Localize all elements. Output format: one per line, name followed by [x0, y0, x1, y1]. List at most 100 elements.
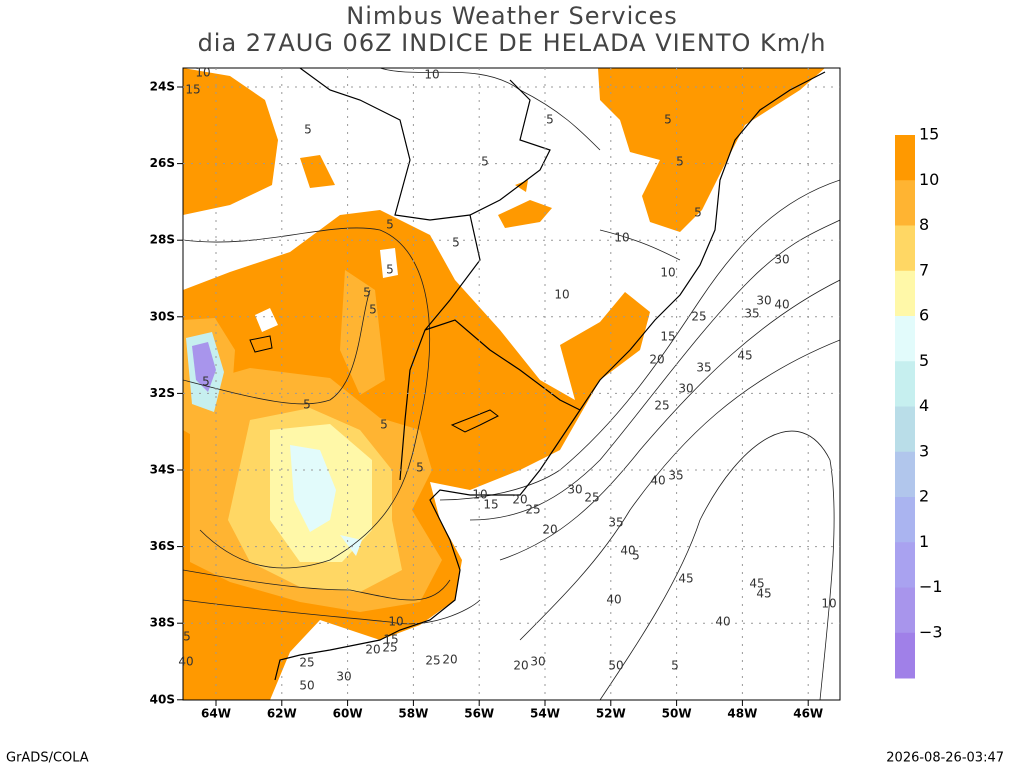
shaded-area: [183, 68, 278, 215]
colorbar-box: [895, 361, 915, 407]
contour: [439, 179, 840, 501]
contour-label: 45: [756, 587, 771, 601]
contour-label: 5: [676, 155, 684, 169]
contour-label: 45: [737, 349, 752, 363]
lat-label: 26S: [150, 156, 175, 170]
lon-label: 46W: [793, 707, 823, 721]
colorbar-box: [895, 270, 915, 317]
contour-label: 20: [512, 493, 527, 507]
lat-label: 34S: [150, 463, 175, 477]
lake: [249, 335, 499, 433]
contour-label: 5: [386, 218, 394, 232]
colorbar-label: −3: [919, 622, 943, 641]
colorbar-box: [895, 587, 915, 634]
contour: [183, 599, 481, 625]
contour-label: 10: [614, 231, 629, 245]
contour: [183, 289, 371, 405]
contour-label: 20: [513, 659, 528, 673]
coastline: [274, 71, 826, 681]
contour-label: 50: [299, 679, 314, 693]
contour: [599, 430, 835, 700]
lat-label: 38S: [150, 616, 175, 630]
lat-label: 36S: [150, 539, 175, 553]
contour-label: 35: [608, 516, 623, 530]
contour: [183, 569, 451, 601]
contour-label: 10: [660, 266, 675, 280]
colorbar-label: 10: [919, 170, 939, 189]
contour-label: 5: [303, 398, 311, 412]
contour-label: 5: [363, 286, 371, 300]
lat-label: 24S: [150, 80, 175, 94]
colorbar-label: 1: [919, 532, 929, 551]
contour-label: 30: [756, 294, 771, 308]
contour-label: 25: [691, 310, 706, 324]
contour-label: 40: [774, 298, 789, 312]
colorbar-label: 4: [919, 396, 929, 415]
contour-label: 5: [202, 375, 210, 389]
contour-label: 40: [606, 593, 621, 607]
contour-label: 40: [650, 474, 665, 488]
blank-area: [255, 248, 398, 332]
lat-label: 40S: [150, 692, 175, 706]
contour-label: 10: [424, 68, 439, 82]
contour-label: 5: [416, 461, 424, 475]
colorbar-label: 3: [919, 441, 929, 460]
colorbar-label: 15: [919, 125, 939, 144]
contour-label: 5: [380, 418, 388, 432]
contour-label: 30: [530, 655, 545, 669]
border: [299, 68, 581, 481]
lon-label: 52W: [596, 707, 626, 721]
lon-label: 60W: [333, 707, 363, 721]
contour-label: 5: [386, 263, 394, 277]
colorbar-box: [895, 497, 915, 543]
contour-label: 5: [481, 155, 489, 169]
contour-label: 20: [365, 643, 380, 657]
colorbar-label: −1: [919, 577, 943, 596]
contour-label: 30: [567, 483, 582, 497]
grid: 24S 26S 28S 30S 32S 34S 36S 38S 40S 64W 62W 60W 58W 5…: [150, 68, 840, 721]
contour-label: 45: [749, 577, 764, 591]
contour: [499, 279, 840, 561]
contour-label: 5: [694, 206, 702, 220]
colorbar-box: [895, 542, 915, 588]
contour-label: 20: [649, 353, 664, 367]
lon-label: 54W: [530, 707, 560, 721]
contour-label: 35: [744, 307, 759, 321]
contour-label: 15: [185, 83, 200, 97]
contour-label: 25: [525, 503, 540, 517]
contour-label: 20: [442, 653, 457, 667]
colorbar-box: [895, 180, 915, 226]
title: Nimbus Weather Services: [346, 2, 677, 30]
contour-label: 25: [425, 654, 440, 668]
colorbar-label: 5: [919, 351, 929, 370]
lon-label: 56W: [464, 707, 494, 721]
contour-label: 30: [336, 670, 351, 684]
contour-label: 25: [584, 491, 599, 505]
contour-label: 5: [369, 303, 377, 317]
lat-label: 32S: [150, 386, 175, 400]
contour-label: 15: [483, 498, 498, 512]
lon-label: 48W: [727, 707, 757, 721]
colorbar-box: [895, 135, 915, 181]
lon-label: 58W: [398, 707, 428, 721]
colorbar-box: [895, 316, 915, 362]
contour-label: 50: [608, 659, 623, 673]
contour-label: 15: [660, 330, 675, 344]
contour-label: 10: [388, 615, 403, 629]
contour-label: 40: [178, 655, 193, 669]
colorbar-box: [895, 225, 915, 272]
lat-label: 28S: [150, 233, 175, 247]
colorbar-box: [895, 451, 915, 498]
contour-label: 5: [183, 630, 191, 644]
contour: [519, 339, 840, 641]
contour-label: 40: [715, 615, 730, 629]
footer-left: GrADS/COLA: [6, 751, 89, 766]
lat-label: 30S: [150, 309, 175, 323]
lon-label: 64W: [201, 707, 231, 721]
contour: [469, 219, 840, 521]
frame: [182, 67, 841, 701]
contour-label: 5: [304, 123, 312, 137]
contour-label: 5: [671, 659, 679, 673]
